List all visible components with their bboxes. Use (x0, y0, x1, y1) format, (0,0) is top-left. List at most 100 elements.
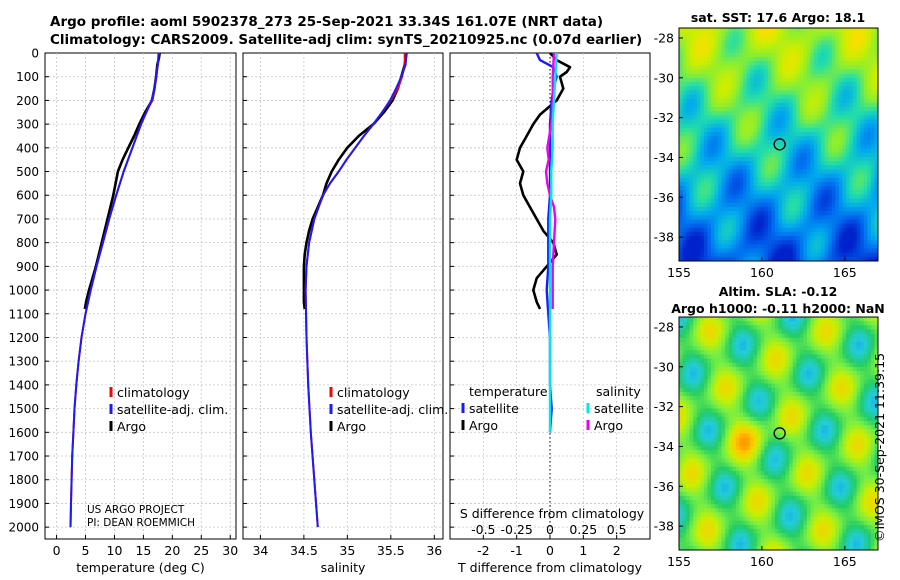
map-pixel (785, 416, 790, 422)
map-pixel (739, 240, 744, 245)
map-pixel (742, 165, 748, 170)
map-pixel (789, 152, 794, 158)
map-pixel (696, 32, 701, 37)
map-pixel (735, 73, 740, 79)
map-pixel (782, 256, 787, 262)
map-pixel (682, 379, 687, 385)
map-pixel (767, 325, 772, 330)
map-pixel (853, 90, 858, 96)
map-pixel (679, 256, 684, 262)
map-pixel (821, 341, 826, 347)
map-pixel (785, 244, 790, 250)
map-pixel (714, 132, 719, 137)
map-pixel (764, 375, 769, 380)
map-pixel (828, 202, 833, 208)
map-pixel (703, 379, 708, 385)
map-pixel (707, 375, 712, 380)
map-pixel (764, 86, 769, 91)
map-pixel (693, 362, 698, 368)
map-pixel (799, 337, 804, 343)
map-pixel (792, 371, 797, 376)
map-pixel (735, 227, 740, 233)
map-pixel (792, 177, 797, 183)
map-pixel (689, 169, 694, 175)
map-pixel (746, 215, 751, 220)
map-pixel (771, 98, 776, 104)
map-pixel (735, 248, 740, 254)
map-pixel (732, 107, 737, 112)
map-pixel (785, 69, 790, 75)
map-pixel (867, 169, 872, 175)
map-pixel (867, 231, 872, 237)
map-pixel (707, 341, 712, 347)
map-pixel (799, 40, 804, 46)
map-pixel (707, 148, 712, 154)
map-pixel (689, 321, 694, 326)
map-pixel (689, 350, 694, 355)
map-pixel (689, 73, 694, 79)
map-pixel (725, 325, 730, 330)
map-pixel (831, 177, 836, 183)
map-pixel (686, 69, 691, 75)
map-pixel (782, 371, 787, 376)
map-pixel (842, 86, 847, 91)
map-pixel (799, 123, 804, 129)
map-pixel (821, 333, 826, 339)
map-pixel (735, 148, 740, 154)
map-pixel (686, 161, 691, 166)
map-pixel (700, 123, 705, 129)
map-pixel (689, 408, 694, 414)
map-pixel (792, 346, 797, 351)
map-pixel (874, 69, 879, 75)
map-pixel (846, 404, 851, 410)
map-pixel (863, 412, 868, 418)
map-pixel (835, 383, 840, 389)
map-pixel (814, 52, 819, 58)
map-pixel (856, 28, 861, 33)
map-pixel (679, 190, 684, 195)
map-pixel (853, 240, 858, 245)
map-pixel (703, 236, 708, 241)
diff-s-argo-line (544, 52, 557, 309)
map-pixel (746, 421, 751, 426)
map-pixel (810, 94, 815, 100)
map-pixel (867, 165, 872, 170)
map-pixel (710, 156, 716, 162)
map-pixel (679, 82, 684, 87)
map-pixel (789, 244, 794, 250)
map-pixel (856, 119, 861, 125)
map-pixel (846, 107, 851, 112)
map-pixel (700, 321, 705, 326)
map-pixel (760, 256, 765, 262)
map-pixel (739, 152, 744, 158)
map-pixel (746, 416, 751, 422)
map-pixel (696, 194, 701, 200)
map-pixel (782, 400, 787, 405)
map-pixel (856, 371, 861, 376)
map-pixel (767, 28, 772, 33)
map-pixel (774, 325, 779, 330)
map-pixel (757, 65, 762, 71)
map-pixel (789, 65, 794, 71)
map-pixel (696, 231, 701, 237)
map-pixel (874, 358, 879, 364)
map-pixel (782, 119, 787, 125)
map-pixel (682, 77, 687, 83)
map-pixel (764, 252, 769, 258)
map-pixel (710, 161, 716, 166)
map-pixel (757, 211, 762, 216)
map-pixel (721, 358, 726, 364)
map-pixel (831, 156, 836, 162)
map-pixel (742, 375, 748, 380)
map-pixel (742, 136, 748, 141)
map-pixel (810, 252, 815, 258)
map-pixel (792, 337, 797, 343)
map-pixel (824, 231, 829, 237)
map-pixel (721, 152, 726, 158)
map-pixel (792, 115, 797, 121)
map-pixel (785, 215, 790, 220)
map-pixel (863, 61, 868, 66)
map-pixel (742, 366, 748, 372)
map-pixel (703, 252, 708, 258)
map-pixel (760, 32, 765, 37)
